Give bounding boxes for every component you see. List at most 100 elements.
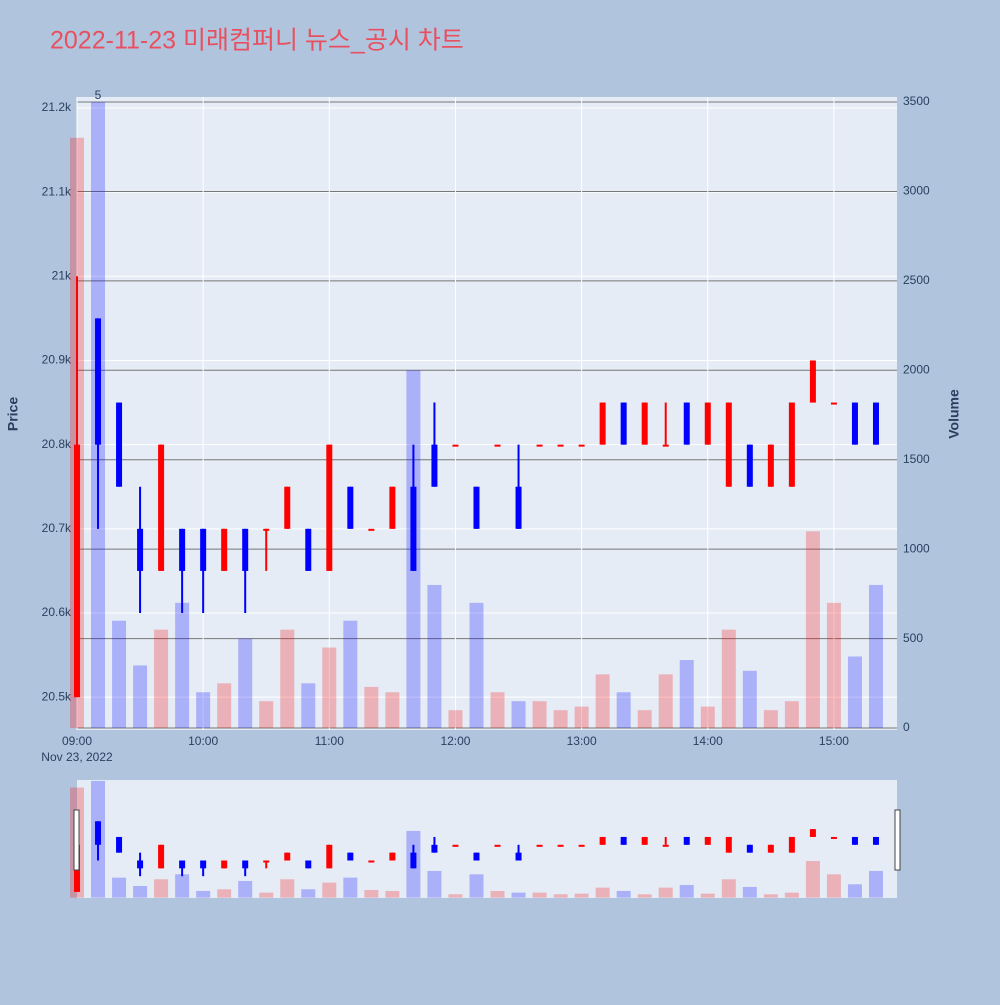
volume-bar-mini	[616, 890, 631, 898]
candle-body	[830, 402, 837, 405]
candle-body-mini	[725, 836, 732, 853]
candle-body	[473, 486, 480, 529]
candle-body	[557, 444, 564, 447]
y-tick-label: 21.2k	[42, 100, 72, 114]
range-handle[interactable]	[894, 809, 901, 871]
y-tick-label: 20.6k	[42, 605, 72, 619]
candle-body-mini	[746, 844, 753, 853]
volume-bar-mini	[469, 874, 484, 898]
volume-bar-mini	[847, 884, 862, 898]
volume-bar	[679, 660, 694, 729]
candle-body-mini	[851, 836, 858, 845]
y2-tick-label: 2500	[903, 273, 930, 287]
candle-body	[872, 402, 879, 445]
annotation: 5	[95, 88, 102, 102]
volume-bar-mini	[133, 885, 148, 898]
volume-bar-mini	[553, 894, 568, 898]
candle-body-mini	[578, 844, 585, 847]
volume-bar-mini	[343, 877, 358, 898]
candle-body-mini	[683, 836, 690, 845]
candle-body	[263, 528, 270, 531]
candle-body-mini	[305, 860, 312, 869]
candle-body	[305, 528, 312, 571]
volume-bar-mini	[532, 892, 547, 898]
volume-bar-mini	[301, 889, 316, 898]
range-slider[interactable]	[77, 780, 897, 898]
candle-body	[326, 444, 333, 571]
volume-bar-mini	[805, 860, 820, 898]
candle-body-mini	[536, 844, 543, 847]
marks: 20.5k 20.6k 20.7k 20.8k 20.9k 21k 21.1k 21.2k 0 5…	[42, 88, 930, 898]
volume-bar	[217, 683, 232, 729]
candle-body-mini	[347, 852, 354, 861]
volume-bar	[112, 620, 127, 729]
candle-body	[620, 402, 627, 445]
volume-bar	[553, 710, 568, 729]
volume-bar	[133, 665, 148, 729]
volume-bar	[385, 692, 400, 729]
candle-body	[74, 444, 80, 698]
y2-tick-label: 3500	[903, 94, 930, 108]
candle-body-mini	[872, 836, 879, 845]
y2-tick-label: 1500	[903, 452, 930, 466]
volume-bar-mini	[427, 870, 442, 898]
candle-body	[221, 528, 228, 571]
candle-body-mini	[368, 860, 375, 863]
volume-bar-mini	[595, 887, 610, 898]
volume-bar	[616, 692, 631, 729]
volume-bar	[700, 706, 715, 729]
candle-body	[746, 444, 753, 487]
y-tick-label: 21k	[52, 268, 72, 282]
volume-bar-mini	[175, 874, 190, 898]
x-tick-label: 14:00	[693, 734, 723, 748]
candle-body	[515, 486, 522, 529]
x-tick-label: 10:00	[188, 734, 218, 748]
volume-bar-mini	[763, 894, 778, 898]
candle-body-mini	[221, 860, 228, 869]
volume-bar	[637, 710, 652, 729]
candle-body	[851, 402, 858, 445]
volume-bar	[154, 629, 169, 729]
volume-bar	[658, 674, 673, 729]
candle-body	[368, 528, 375, 531]
volume-bar-mini	[868, 870, 883, 898]
candle-body	[179, 528, 186, 571]
candle-body	[641, 402, 648, 445]
candle-body-mini	[704, 836, 711, 845]
volume-bar	[511, 701, 526, 729]
volume-bar	[175, 602, 190, 729]
volume-bar	[427, 584, 442, 729]
volume-bar-mini	[574, 893, 589, 898]
volume-bar	[448, 710, 463, 729]
y-tick-label: 20.8k	[42, 437, 72, 451]
x-tick-label: 11:00	[315, 734, 344, 748]
candle-body-mini	[809, 829, 816, 837]
volume-bar-mini	[154, 879, 169, 898]
candle-body	[578, 444, 585, 447]
volume-bar-mini	[826, 874, 841, 898]
candle-body	[95, 318, 102, 445]
volume-bar-mini	[322, 882, 337, 898]
volume-bar	[784, 701, 799, 729]
candle-body	[725, 402, 732, 487]
volume-bar-mini	[637, 894, 652, 898]
candle-body-mini	[137, 860, 144, 869]
volume-bar-mini	[259, 892, 274, 898]
x-tick-label: 15:00	[819, 734, 849, 748]
volume-bar-mini	[217, 889, 232, 898]
volume-bar-mini	[238, 880, 253, 898]
y2-tick-label: 1000	[903, 541, 930, 555]
volume-bar	[721, 629, 736, 729]
candle-body	[704, 402, 711, 445]
y-tick-label: 20.5k	[42, 689, 72, 703]
candle-body-mini	[326, 844, 333, 869]
range-handle[interactable]	[73, 809, 80, 871]
volume-bar	[847, 656, 862, 729]
y2-axis-label: Volume	[946, 389, 962, 439]
y-tick-label: 20.9k	[42, 353, 72, 367]
candle-body	[116, 402, 123, 487]
candle-body	[662, 444, 669, 447]
plot-area	[77, 97, 897, 730]
candle-body	[809, 360, 816, 403]
